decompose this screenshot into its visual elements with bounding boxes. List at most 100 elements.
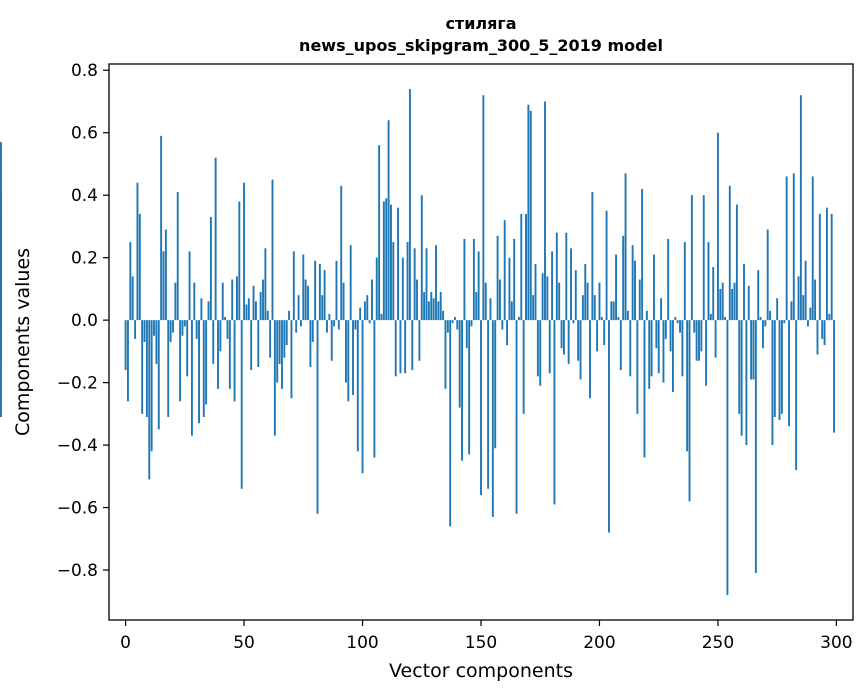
bar-186 (565, 232, 568, 321)
bar-76 (304, 279, 307, 321)
bar-199 (596, 320, 599, 352)
bar-212 (626, 310, 629, 321)
bar-128 (427, 301, 430, 321)
bar-279 (785, 176, 788, 321)
bar-246 (707, 242, 710, 321)
bar-236 (683, 242, 686, 321)
y-tick-label: 0.0 (71, 311, 98, 331)
bar-228 (664, 320, 667, 339)
x-tick-label: 250 (702, 633, 734, 653)
bar-164 (513, 238, 516, 321)
bar-80 (314, 260, 317, 321)
bar-209 (619, 320, 622, 371)
bar-174 (536, 320, 539, 377)
bar-46 (233, 320, 236, 402)
bar-123 (416, 279, 418, 321)
bar-45 (231, 279, 234, 321)
y-tick-label: −0.6 (57, 499, 98, 519)
bar-14 (157, 320, 160, 430)
bar-134 (442, 310, 445, 321)
bar-233 (676, 320, 679, 324)
x-tick-label: 50 (233, 633, 255, 653)
bar-213 (629, 320, 632, 377)
bar-189 (572, 320, 575, 324)
bar-52 (247, 298, 250, 321)
bar-39 (217, 320, 219, 389)
bar-192 (579, 320, 582, 380)
bar-99 (359, 307, 362, 321)
bar-232 (674, 317, 677, 321)
bar-229 (667, 238, 670, 321)
bar-57 (259, 292, 262, 321)
bar-154 (489, 298, 492, 321)
bar-283 (795, 320, 798, 471)
bar-142 (461, 320, 463, 461)
bar-193 (581, 295, 584, 321)
bar-undefined (0, 192, 2, 321)
bar-115 (397, 207, 400, 321)
bar-22 (176, 192, 179, 321)
bar-268 (759, 317, 762, 321)
bar-254 (726, 320, 729, 596)
bar-202 (603, 320, 606, 346)
y-tick-label: −0.2 (57, 374, 98, 394)
bar-163 (510, 301, 513, 321)
bar-102 (366, 295, 369, 321)
bar-230 (669, 320, 672, 352)
bar-214 (631, 245, 634, 321)
bar-139 (453, 317, 456, 321)
bar-undefined (0, 320, 2, 417)
bar-265 (752, 320, 755, 380)
bar-286 (802, 295, 805, 321)
bar-262 (745, 320, 748, 446)
x-tick-label: 100 (346, 633, 378, 653)
bar-25 (183, 320, 186, 327)
bar-120 (408, 88, 411, 321)
bar-285 (799, 95, 802, 321)
bar-244 (702, 195, 705, 321)
bar-20 (172, 320, 174, 333)
bar-216 (636, 320, 639, 414)
bar-141 (458, 320, 461, 408)
bar-197 (591, 192, 594, 321)
bar-44 (228, 320, 231, 389)
bar-271 (766, 229, 769, 321)
bar-287 (804, 260, 807, 321)
bar-138 (451, 320, 454, 324)
bar-133 (439, 292, 442, 321)
bar-270 (764, 320, 767, 327)
bar-284 (797, 276, 800, 321)
bar-78 (309, 320, 312, 367)
bar-179 (548, 320, 551, 374)
bar-110 (385, 198, 388, 321)
bar-148 (475, 292, 478, 321)
bar-172 (532, 295, 535, 321)
bar-277 (780, 320, 783, 414)
bar-249 (714, 320, 717, 358)
bar-188 (570, 248, 572, 321)
bar-85 (326, 320, 328, 333)
bar-29 (193, 282, 196, 321)
bar-290 (811, 176, 814, 321)
y-tick-label: 0.8 (71, 61, 98, 81)
bar-256 (731, 288, 734, 321)
bar-156 (494, 320, 497, 449)
bar-38 (214, 157, 217, 321)
bar-55 (254, 301, 257, 321)
bar-64 (276, 320, 279, 383)
bar-208 (617, 317, 620, 321)
bar-206 (612, 301, 615, 321)
bar-231 (671, 320, 674, 392)
bar-173 (534, 263, 537, 321)
bar-272 (769, 310, 772, 321)
bar-41 (221, 282, 224, 321)
bar-15 (160, 135, 163, 321)
bar-294 (821, 320, 824, 339)
bar-263 (747, 285, 750, 321)
bar-204 (608, 320, 610, 533)
x-tick-label: 200 (583, 633, 615, 653)
bar-220 (645, 310, 648, 321)
bar-295 (823, 320, 826, 346)
bar-21 (174, 282, 177, 321)
